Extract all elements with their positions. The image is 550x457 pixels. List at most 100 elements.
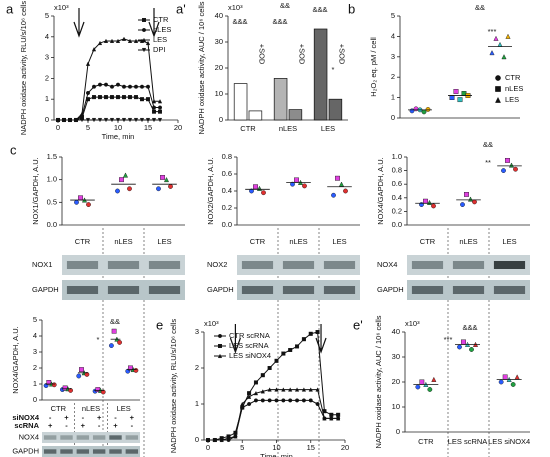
y-tick-label: 1.5 [47,152,57,161]
data-point [267,398,272,403]
data-point [127,38,133,43]
y-tick-label: 20 [392,377,400,386]
data-point [288,348,293,353]
condition-value: - [82,413,85,422]
blot-label: NOX2 [207,260,227,269]
data-point [419,379,425,385]
data-point [151,118,157,123]
condition-value: + [81,421,86,430]
x-tick-label: 10 [114,123,122,132]
y-tick-label: 0 [219,115,223,124]
y-tick-label: 0.0 [392,220,402,229]
data-point [331,192,336,198]
data-point [274,398,279,403]
data-point [501,54,507,60]
y-tick-label: 0.4 [222,186,232,195]
annotation: *** [488,27,497,36]
data-point [301,337,306,342]
data-point [290,181,295,187]
y-tick-label: 2 [45,73,49,82]
blot-lane [323,286,356,294]
data-point [133,95,138,100]
y-axis-label: NOX4/GAPDH, A.U. [11,326,20,394]
y-tick-label: 1.0 [47,175,57,184]
data-point [431,203,436,209]
y-tick-label: 0.8 [392,166,402,175]
data-point [74,199,79,205]
series-line [208,399,339,441]
bar [288,109,303,121]
x-tick-label: LES scRNA [448,437,488,446]
blot-lane [452,286,485,294]
x-tick-label: CTR [418,437,434,446]
data-point [472,199,477,205]
data-point [61,118,67,123]
blot-lane [92,435,106,440]
y-axis-label: NADPH oxidase activity, AUC / 10⁶ cells [197,1,206,134]
data-point [335,175,340,181]
y-tick-label: 0 [195,435,199,444]
panel-label: c [10,142,17,157]
blot-band [42,432,140,443]
data-point [103,38,109,43]
data-point [78,195,83,201]
multiplier: x10³ [54,3,69,12]
data-point [219,437,224,442]
data-point [79,367,84,372]
data-point [431,376,437,382]
data-point [308,398,313,403]
y-tick-label: 0.6 [392,179,402,188]
y-tick-label: 1 [45,94,49,103]
legend-label: CTR scRNA [229,331,270,340]
multiplier: x10³ [228,3,243,12]
data-point [427,387,433,392]
x-tick-label: CTR [51,404,67,413]
x-tick-label: 10 [272,443,280,452]
blot-lane [107,261,140,269]
data-point [145,84,150,89]
panel-label: e [156,317,163,332]
data-point [115,95,120,100]
legend-label: LES siNOX4 [229,351,271,360]
data-point [256,185,263,191]
data-point [426,199,433,205]
x-tick-label: nLES [82,404,100,413]
blot-lane [241,286,274,294]
data-point [409,108,415,114]
data-point [322,416,327,421]
panel-label: a' [176,1,186,16]
data-point [295,398,300,403]
legend-label: CTR [505,73,521,82]
data-point [336,412,341,417]
y-tick-label: 2 [195,363,199,372]
data-point [267,387,272,392]
x-tick-label: nLES [459,237,477,246]
y-tick-label: 1 [391,93,395,102]
data-point [301,398,306,403]
annotation: * [97,335,100,344]
injection-arrow [229,324,241,354]
blot-lane [76,449,90,454]
data-point [86,202,91,208]
annotation: && [475,3,485,12]
data-point [315,402,320,407]
legend-marker [495,96,501,103]
condition-value: + [113,421,118,430]
data-point [457,97,463,103]
arrow [73,8,85,38]
data-point [119,177,124,183]
data-point [253,398,258,403]
legend-marker [217,353,223,358]
data-point [103,82,108,87]
y-axis-label: NADPH oxidase activity, RLU/s/10⁶ cells [169,319,178,453]
data-point [109,118,115,123]
annotation: &&& [462,323,477,332]
data-point [212,437,217,442]
bar [328,98,343,121]
x-tick-label: 15 [307,443,315,452]
y-tick-label: 2 [391,72,395,81]
arrow [148,8,160,38]
data-point [109,343,114,348]
blot-lane [241,261,274,269]
x-tick-label: LES [321,124,335,133]
